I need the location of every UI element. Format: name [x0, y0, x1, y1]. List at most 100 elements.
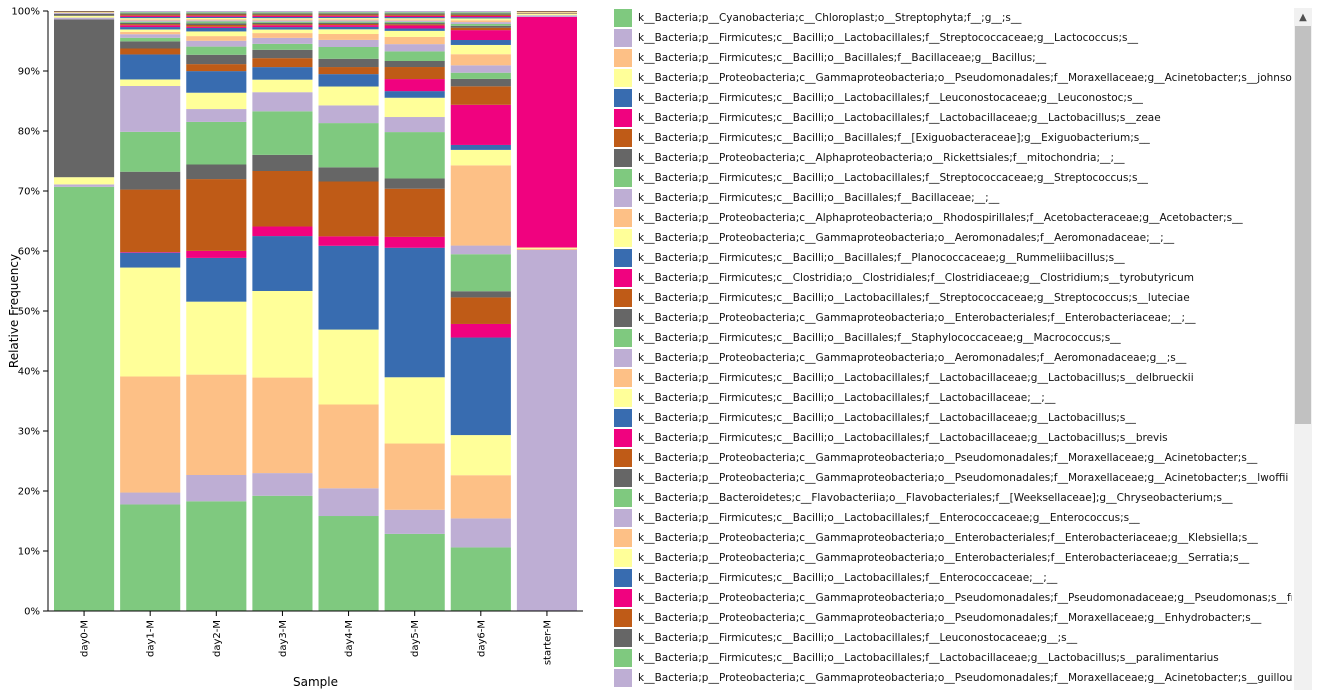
stacked-bar-chart: 0% 10% 20% 30% 40% 50% 60% 70% 80% 90% 100% day0-M d…: [7, 7, 583, 689]
bar-segment-day6-M-s13: [450, 104, 511, 145]
bar-segment-day2-M-s20: [186, 27, 247, 32]
y-tick-label: 40%: [18, 367, 40, 378]
bar-segment-day6-M-s5: [450, 323, 511, 338]
bar-segment-day4-M-s29: [318, 15, 379, 17]
legend-item: k__Bacteria;p__Proteobacteria;c__Alphapr…: [614, 208, 1243, 228]
legend-item: k__Bacteria;p__Proteobacteria;c__Gammapr…: [614, 528, 1258, 548]
bar-segment-day2-M-s33: [186, 11, 247, 13]
bar-segment-day0-M-s15: [54, 14, 115, 16]
bar-segment-day6-M-s21: [450, 30, 511, 41]
legend-swatch: [614, 149, 632, 167]
legend-swatch: [614, 29, 632, 47]
bar-segment-day6-M-s0: [450, 547, 511, 611]
legend-swatch: [614, 629, 632, 647]
bar-segment-day6-M-s19: [450, 44, 511, 55]
legend-label: k__Bacteria;p__Proteobacteria;c__Gammapr…: [638, 72, 1292, 84]
bar-segment-day6-M-s23: [450, 25, 511, 28]
x-tick-label: starter-M: [542, 620, 553, 665]
bar-segment-day1-M-s16: [120, 37, 181, 42]
scroll-up-arrow-icon[interactable]: ▲: [1299, 11, 1307, 23]
legend-label: k__Bacteria;p__Proteobacteria;c__Gammapr…: [638, 612, 1262, 624]
legend-label: k__Bacteria;p__Firmicutes;c__Bacilli;o__…: [638, 92, 1143, 104]
bar-segment-day1-M-s14: [120, 48, 181, 55]
bar-segment-day0-M-s17: [54, 12, 115, 14]
bar-segment-day1-M-s4: [120, 252, 181, 268]
legend-swatch: [614, 449, 632, 467]
bar-segment-day6-M-s30: [450, 14, 511, 16]
bar-segment-day1-M-s27: [120, 18, 181, 20]
bar-segment-day5-M-s15: [384, 61, 445, 68]
y-tick-label: 70%: [18, 187, 40, 198]
bar-segment-day3-M-s2: [252, 377, 313, 474]
y-tick-label: 0%: [24, 607, 40, 618]
legend-item: k__Bacteria;p__Firmicutes;c__Bacilli;o__…: [614, 628, 1077, 648]
y-tick-label: 10%: [18, 547, 40, 558]
bar-segment-day0-M-s22: [54, 11, 115, 13]
bar-segment-day4-M-s20: [318, 26, 379, 30]
legend-item: k__Bacteria;p__Firmicutes;c__Bacilli;o__…: [614, 568, 1057, 588]
bar-segment-day4-M-s18: [318, 34, 379, 40]
bar-segment-day6-M-s11: [450, 149, 511, 166]
bar-segment-starter-M-s23: [516, 11, 577, 12]
bar-segment-day3-M-s9: [252, 92, 313, 112]
legend-scrollbar[interactable]: ▲: [1294, 8, 1312, 690]
bar-segment-starter-M-s18: [516, 12, 577, 14]
bar-segment-day5-M-s25: [384, 20, 445, 22]
bar-segment-day0-M-s3: [54, 177, 115, 185]
legend-swatch: [614, 9, 632, 27]
bar-segment-day2-M-s22: [186, 25, 247, 27]
legend-swatch: [614, 669, 632, 687]
legend-item: k__Bacteria;p__Proteobacteria;c__Gammapr…: [614, 448, 1257, 468]
legend-item: k__Bacteria;p__Firmicutes;c__Bacilli;o__…: [614, 328, 1121, 348]
bar-segment-day5-M-s31: [384, 13, 445, 15]
legend-label: k__Bacteria;p__Firmicutes;c__Bacilli;o__…: [638, 432, 1168, 444]
bar-segment-day4-M-s33: [318, 11, 379, 13]
bar-segment-day3-M-s28: [252, 16, 313, 19]
legend-label: k__Bacteria;p__Firmicutes;c__Bacilli;o__…: [638, 332, 1121, 344]
bar-segment-day3-M-s3: [252, 291, 313, 378]
bar-segment-day5-M-s20: [384, 28, 445, 31]
bar-segment-day4-M-s6: [318, 181, 379, 237]
bar-segment-day3-M-s29: [252, 15, 313, 17]
bar-segment-day2-M-s16: [186, 46, 247, 55]
bar-segment-day5-M-s23: [384, 23, 445, 25]
bar-segment-day5-M-s29: [384, 15, 445, 18]
legend-label: k__Bacteria;p__Proteobacteria;c__Gammapr…: [638, 592, 1292, 604]
bar-segment-day4-M-s4: [318, 245, 379, 330]
bar-segment-day4-M-s30: [318, 14, 379, 16]
bar-segment-day1-M-s9: [120, 86, 181, 132]
bar-segment-day2-M-s23: [186, 23, 247, 26]
bar-segment-starter-M-s19: [516, 12, 577, 13]
x-tick-label: day4-M: [344, 620, 355, 657]
bar-segment-day3-M-s27: [252, 18, 313, 20]
bar-segment-day1-M-s18: [120, 31, 181, 35]
bar-segment-starter-M-s11: [516, 13, 577, 16]
legend-item: k__Bacteria;p__Firmicutes;c__Bacilli;o__…: [614, 508, 1140, 528]
bar-segment-day3-M-s7: [252, 154, 313, 171]
bar-segment-day4-M-s25: [318, 20, 379, 22]
legend-item: k__Bacteria;p__Proteobacteria;c__Gammapr…: [614, 668, 1292, 688]
bar-segment-day1-M-s6: [120, 189, 181, 253]
legend-label: k__Bacteria;p__Firmicutes;c__Bacilli;o__…: [638, 52, 1047, 64]
legend-item: k__Bacteria;p__Firmicutes;c__Bacilli;o__…: [614, 248, 1125, 268]
bar-segment-day3-M-s24: [252, 21, 313, 23]
y-tick-label: 20%: [18, 487, 40, 498]
bar-segment-day5-M-s22: [384, 24, 445, 26]
bar-segment-day6-M-s22: [450, 27, 511, 31]
bar-segment-day5-M-s11: [384, 97, 445, 118]
bar-segment-day1-M-s32: [120, 12, 181, 14]
bar-segment-day4-M-s24: [318, 21, 379, 23]
bar-segment-day2-M-s19: [186, 31, 247, 37]
legend-swatch: [614, 349, 632, 367]
legend-item: k__Bacteria;p__Cyanobacteria;c__Chloropl…: [614, 8, 1021, 28]
x-tick-label: day2-M: [212, 620, 223, 657]
bar-segment-day4-M-s31: [318, 13, 379, 15]
scrollbar-thumb[interactable]: [1295, 26, 1311, 424]
bar-segment-day5-M-s12: [384, 91, 445, 98]
y-tick-label: 90%: [18, 67, 40, 78]
bar-segment-day5-M-s28: [384, 17, 445, 19]
bar-segment-day3-M-s16: [252, 43, 313, 50]
bar-segment-day2-M-s17: [186, 40, 247, 47]
bar-segment-day0-M-s19: [54, 12, 115, 13]
bar-segment-day3-M-s31: [252, 13, 313, 15]
